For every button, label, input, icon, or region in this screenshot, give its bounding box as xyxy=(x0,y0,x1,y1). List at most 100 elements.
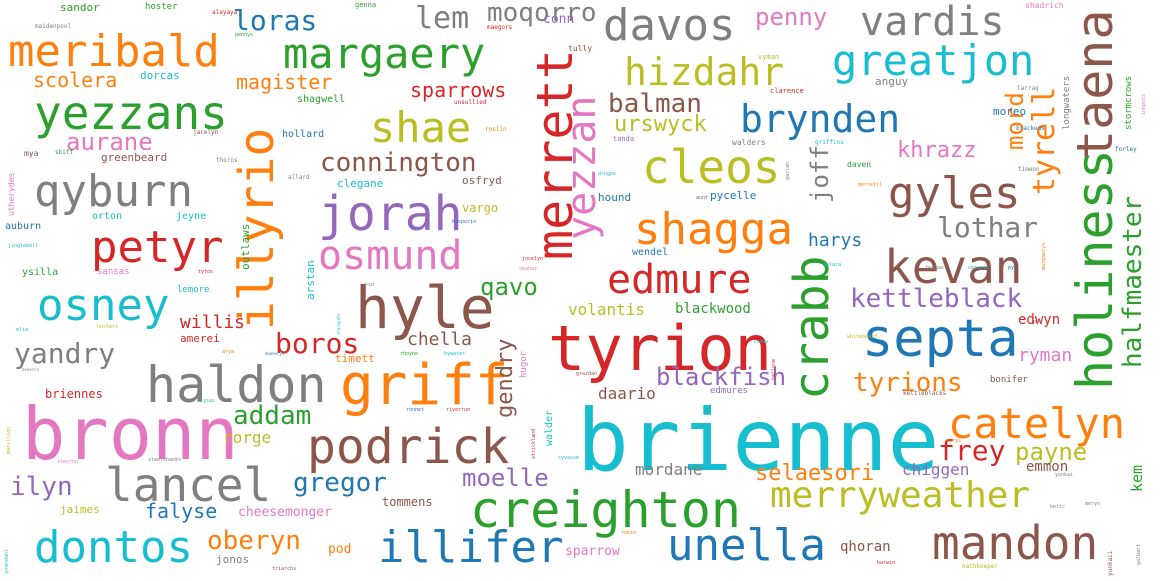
word-payne: payne xyxy=(1015,438,1088,466)
word-chiggen: chiggen xyxy=(902,460,970,479)
word-rorge: rorge xyxy=(223,428,272,447)
word-longwaters: longwaters xyxy=(1062,75,1072,130)
word-harys: harys xyxy=(808,230,863,251)
word-lothar: lothar xyxy=(937,211,1039,244)
word-nimble: nimble xyxy=(754,339,769,344)
word-addam: addam xyxy=(233,401,312,431)
word-hugor: hugor xyxy=(519,350,529,378)
word-beric: beric xyxy=(1050,504,1066,510)
word-khrazz: khrazz xyxy=(897,138,977,163)
word-davos: davos xyxy=(603,0,736,51)
word-utherydes: utherydes xyxy=(7,172,16,216)
word-brynden: brynden xyxy=(740,97,901,141)
word-steelshanks: steelshanks xyxy=(148,457,182,463)
word-ysilla: ysilla xyxy=(22,267,59,278)
word-moqorro: moqorro xyxy=(487,0,597,28)
word-dorcas: dorcas xyxy=(140,69,180,82)
word-margaerys: margaerys xyxy=(1041,242,1047,270)
word-hoster: hoster xyxy=(145,2,178,12)
word-osfryd: osfryd xyxy=(462,174,502,187)
word-drogos: drogos xyxy=(598,171,617,177)
word-hallyne: hallyne xyxy=(771,358,777,380)
word-forley: forley xyxy=(1115,146,1137,153)
word-qyburn: qyburn xyxy=(34,166,193,217)
word-jorah: jorah xyxy=(318,186,463,242)
word-benerro: benerro xyxy=(22,367,39,372)
word-merryweather: merryweather xyxy=(770,475,1031,516)
word-jaimes: jaimes xyxy=(60,503,100,516)
word-penny: penny xyxy=(755,3,828,31)
word-kettleblacks: kettleblacks xyxy=(903,390,947,397)
word-bonifer: bonifer xyxy=(990,375,1028,385)
word-brienne: brienne xyxy=(577,391,940,491)
word-pia: pia xyxy=(1033,319,1043,325)
word-auburn: auburn xyxy=(5,221,42,232)
word-roslin: roslin xyxy=(485,126,507,133)
word-melara: melara xyxy=(823,262,842,268)
word-marillion: marillion xyxy=(6,426,12,454)
word-osmund: osmund xyxy=(318,233,463,279)
word-boros: boros xyxy=(275,327,360,360)
word-skiff: skiff xyxy=(55,149,74,156)
word-cleos: cleos xyxy=(642,140,781,194)
word-petyr: petyr xyxy=(91,222,224,273)
word-harwin: harwin xyxy=(877,560,896,566)
word-griffins: griffins xyxy=(815,139,844,146)
word-daenerys: daenerys xyxy=(265,351,285,356)
word-pycelle: pycelle xyxy=(710,189,757,202)
word-grazdan: grazdan xyxy=(576,371,598,377)
word-yandry: yandry xyxy=(14,337,116,370)
word-maegors: maegors xyxy=(487,24,513,31)
word-greatjon: greatjon xyxy=(832,36,1035,85)
word-oberyn: oberyn xyxy=(207,526,301,556)
word-rhoyne: rhoyne xyxy=(400,351,419,357)
word-osney: osney xyxy=(37,280,170,331)
word-vyman: vyman xyxy=(758,53,780,61)
word-clegane: clegane xyxy=(337,177,384,190)
word-cyvasse: cyvasse xyxy=(558,455,580,461)
word-illifer: illifer xyxy=(378,522,564,573)
word-skahaz: skahaz xyxy=(519,266,538,272)
word-belwas: belwas xyxy=(926,265,945,271)
word-unella: unella xyxy=(667,520,826,571)
word-tyrions: tyrions xyxy=(853,368,963,398)
word-timett: timett xyxy=(335,352,375,365)
word-emmon: emmon xyxy=(1026,459,1069,475)
word-blackwood: blackwood xyxy=(675,301,751,317)
word-elia: elia xyxy=(16,327,29,333)
word-alayaya: alayaya xyxy=(212,9,238,16)
word-dontos: dontos xyxy=(34,522,193,573)
word-holiness: holiness xyxy=(1066,149,1124,390)
word-cheesemonger: cheesemonger xyxy=(238,505,332,520)
word-timeon: timeon xyxy=(1018,166,1040,173)
word-hyle: hyle xyxy=(355,274,495,342)
word-pyg: pyg xyxy=(1008,265,1018,271)
word-joff: joff xyxy=(806,145,834,203)
word-taena: taena xyxy=(1066,9,1124,160)
word-garlan: garlan xyxy=(785,161,791,180)
word-mya: mya xyxy=(24,149,39,158)
word-unsullied: unsullied xyxy=(454,99,487,106)
word-shadrich: shadrich xyxy=(1025,1,1064,10)
word-shagwell: shagwell xyxy=(297,94,346,105)
word-griff: griff xyxy=(340,353,509,418)
word-podrick: podrick xyxy=(307,419,510,475)
word-riverrun: riverrun xyxy=(446,407,471,413)
word-pod: pod xyxy=(328,542,352,557)
word-walders: walders xyxy=(732,138,766,147)
word-aurane: aurane xyxy=(66,128,153,156)
word-strickland: strickland xyxy=(531,428,537,459)
word-jocelyn: jocelyn xyxy=(522,256,544,262)
word-volantis: volantis xyxy=(568,300,646,319)
word-ilyn: ilyn xyxy=(10,472,73,502)
word-falyse: falyse xyxy=(145,499,218,523)
word-galbart: galbart xyxy=(1136,543,1142,565)
word-jinglebell: jinglebell xyxy=(8,243,39,249)
word-catelyn: catelyn xyxy=(948,399,1126,448)
word-tytos: tytos xyxy=(198,269,214,275)
word-haldon: haldon xyxy=(146,356,327,414)
word-daven: daven xyxy=(847,160,872,169)
word-walder: walder xyxy=(544,409,555,446)
word-whitebeard: whitebeard xyxy=(847,334,878,340)
word-gyles: gyles xyxy=(888,168,1021,219)
